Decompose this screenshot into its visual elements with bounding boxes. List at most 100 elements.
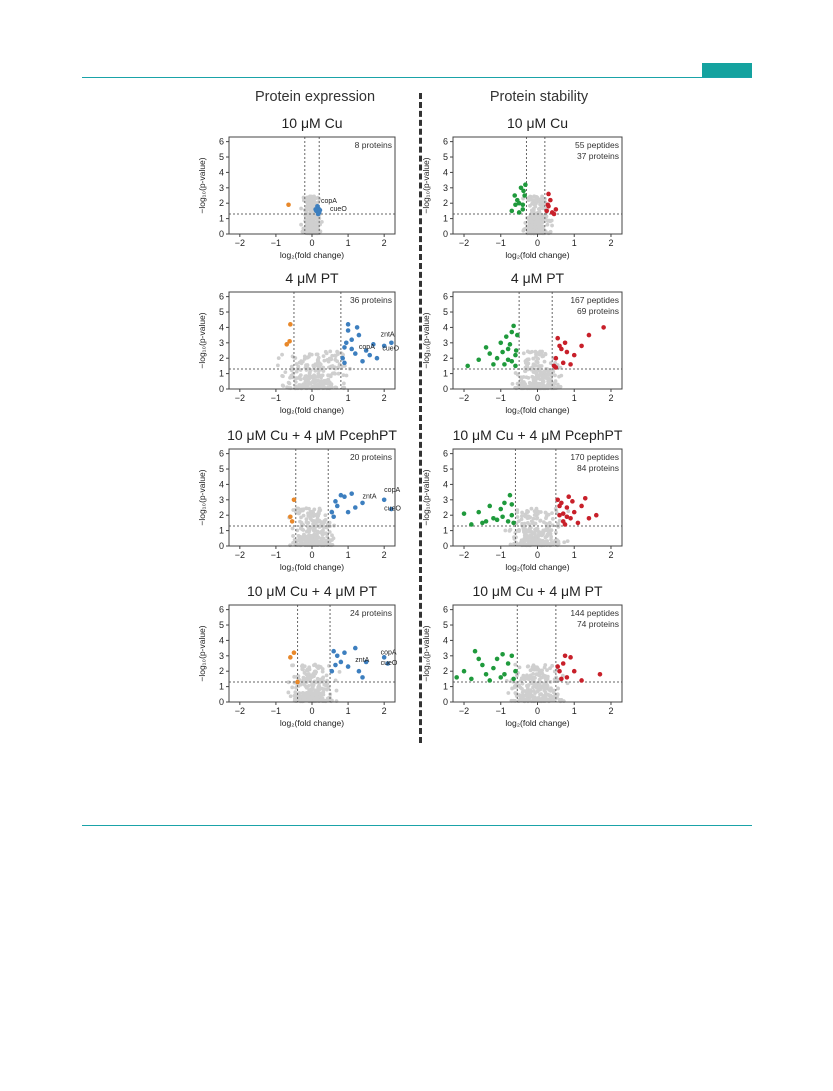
ns-point	[548, 693, 552, 698]
count-label: 24 proteins	[350, 608, 392, 618]
ns-point	[336, 371, 341, 376]
x-tick-label: 1	[346, 393, 351, 403]
ns-point	[306, 525, 310, 529]
x-tick-label: 2	[382, 238, 387, 248]
downregulated-point	[291, 650, 297, 656]
downregulated-point	[521, 188, 526, 194]
ns-point	[546, 524, 551, 529]
volcano-plot-8: −2 −1 0 1 2 0 1 2 3 4 5 6 log₂(fold change) −log₁₀(p‐…	[421, 604, 623, 728]
x-tick-label: 0	[535, 550, 540, 560]
ns-point	[534, 698, 539, 702]
upregulated-point	[354, 325, 360, 330]
nonsignificant-points	[286, 662, 342, 704]
upregulated-point	[564, 675, 570, 680]
downregulated-point	[483, 345, 489, 350]
ns-point	[560, 673, 565, 678]
ns-point	[321, 369, 326, 373]
column-divider	[419, 93, 422, 743]
downregulated-point	[509, 653, 515, 659]
ns-point	[508, 527, 513, 532]
y-tick-label: 5	[443, 152, 448, 162]
upregulated-point	[342, 345, 347, 350]
ns-point	[309, 214, 314, 219]
panel-title: 4 μM PT	[510, 270, 565, 286]
downregulated-point	[286, 202, 291, 208]
downregulated-point	[498, 340, 504, 346]
y-tick-label: 6	[443, 292, 448, 302]
ns-point	[307, 354, 311, 359]
ns-point	[534, 540, 539, 545]
ns-point	[288, 694, 293, 699]
downregulated-point	[494, 517, 500, 523]
ns-point	[542, 681, 546, 686]
ns-point	[299, 222, 303, 227]
y-tick-label: 5	[443, 307, 448, 317]
ns-point	[545, 372, 550, 377]
ns-point	[515, 528, 520, 533]
downregulated-point	[494, 355, 500, 361]
ns-point	[298, 682, 303, 687]
upregulated-point	[582, 495, 588, 501]
downregulated-point	[518, 185, 524, 191]
ns-point	[515, 508, 520, 512]
downregulated-point	[503, 334, 509, 339]
ns-point	[330, 353, 335, 358]
upregulated-point	[553, 207, 559, 212]
upregulated-point	[331, 514, 336, 520]
ns-point	[320, 669, 325, 674]
ns-point	[291, 540, 295, 545]
ns-point	[546, 512, 551, 517]
ns-point	[314, 688, 318, 693]
upregulated-point	[363, 659, 369, 665]
ns-point	[514, 694, 519, 698]
downregulated-point	[287, 338, 292, 344]
ns-point	[315, 676, 320, 681]
ns-point	[525, 357, 530, 362]
ns-point	[526, 361, 531, 366]
count-label: 20 proteins	[350, 452, 392, 462]
ns-point	[312, 365, 316, 370]
ns-point	[304, 228, 309, 233]
ns-point	[306, 695, 311, 700]
ns-point	[318, 677, 323, 682]
ns-point	[318, 374, 323, 378]
x-tick-label: 1	[346, 706, 351, 716]
ns-point	[531, 377, 536, 382]
upregulated-point	[389, 340, 394, 346]
downregulated-point	[498, 506, 504, 512]
downregulated-point	[288, 655, 293, 660]
y-tick-label: 3	[219, 183, 224, 193]
ns-point	[525, 520, 530, 525]
ns-point	[307, 370, 312, 375]
x-tick-label: 2	[608, 550, 613, 560]
ns-point	[286, 690, 291, 695]
downregulated-point	[513, 668, 518, 674]
y-tick-label: 1	[219, 214, 224, 224]
ns-point	[535, 515, 540, 520]
ns-point	[312, 199, 317, 204]
ns-point	[543, 535, 548, 540]
ns-point	[335, 352, 340, 356]
ns-point	[324, 673, 329, 678]
y-tick-label: 4	[443, 322, 448, 332]
ns-point	[312, 671, 317, 676]
ns-point	[305, 363, 310, 368]
ns-point	[341, 373, 346, 378]
ns-point	[540, 206, 545, 211]
upregulated-point	[349, 491, 354, 496]
ns-point	[525, 349, 530, 354]
ns-point	[545, 222, 550, 227]
downregulated-point	[288, 322, 293, 327]
x-axis-label: log₂(fold change)	[505, 718, 569, 728]
upregulated-point	[360, 358, 365, 364]
ns-point	[320, 522, 325, 527]
downregulated-point	[513, 363, 518, 369]
y-tick-label: 2	[443, 510, 448, 520]
x-tick-label: −1	[271, 706, 281, 716]
upregulated-point	[342, 360, 347, 366]
ns-point	[305, 668, 309, 673]
x-tick-label: 2	[382, 393, 387, 403]
ns-point	[526, 514, 531, 519]
downregulated-point	[516, 210, 522, 215]
ns-point	[317, 361, 322, 366]
